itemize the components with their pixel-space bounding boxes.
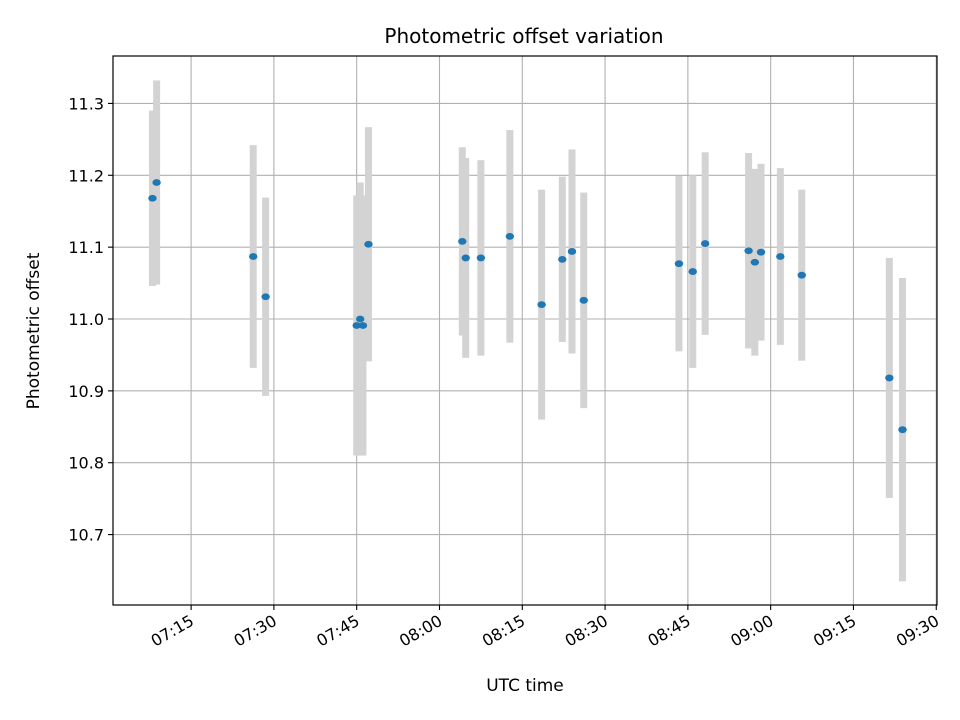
x-axis-title: UTC time (486, 676, 564, 696)
data-point (750, 258, 760, 266)
data-point (579, 296, 588, 304)
data-point (148, 194, 157, 202)
data-point (358, 322, 368, 329)
y-tick-label: 10.7 (68, 526, 104, 545)
data-points (148, 179, 907, 434)
data-point (261, 293, 270, 301)
y-axis: 10.7 10.8 10.9 11.0 11.1 11.2 11.3 (68, 94, 113, 545)
chart-title: Photometric offset variation (384, 24, 663, 48)
data-point (674, 260, 684, 268)
data-point (898, 426, 907, 434)
data-point (476, 254, 486, 262)
plot-frame (112, 55, 938, 606)
y-tick-label: 10.9 (68, 382, 104, 401)
y-tick-label: 11.3 (68, 94, 104, 113)
data-point (688, 268, 697, 275)
data-point (885, 374, 894, 382)
data-point (700, 240, 710, 247)
data-point (756, 248, 766, 256)
y-axis-title: Photometric offset (24, 252, 44, 409)
data-point (505, 232, 515, 240)
y-tick-label: 10.8 (68, 454, 104, 473)
data-point (558, 255, 567, 263)
data-point (352, 322, 361, 329)
data-point (776, 253, 785, 260)
y-tick-label: 11.0 (68, 310, 104, 329)
data-point (567, 248, 577, 255)
data-point (364, 240, 373, 248)
data-point (249, 253, 258, 260)
data-point (744, 247, 753, 255)
data-point (458, 237, 467, 245)
data-point (355, 315, 365, 323)
y-tick-label: 11.2 (68, 166, 104, 185)
data-point (152, 179, 161, 186)
data-point (797, 271, 806, 279)
data-point (461, 254, 470, 262)
y-tick-label: 11.1 (68, 238, 104, 257)
data-point (537, 301, 546, 309)
